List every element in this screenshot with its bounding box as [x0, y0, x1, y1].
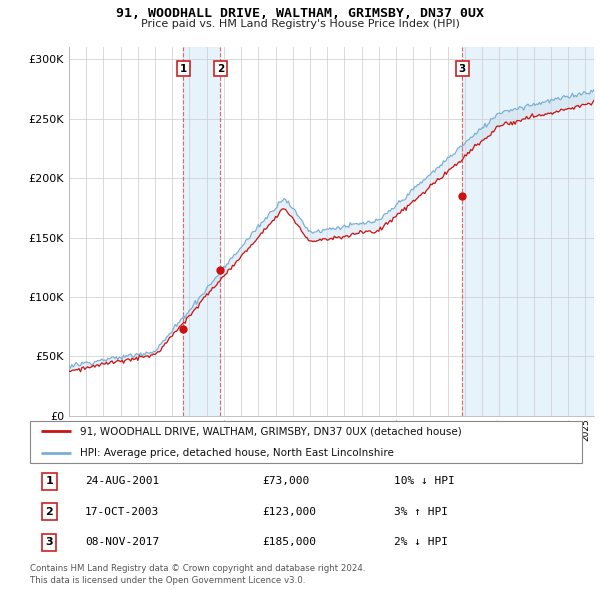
- Bar: [463, 47, 594, 416]
- Text: 91, WOODHALL DRIVE, WALTHAM, GRIMSBY, DN37 0UX (detached house): 91, WOODHALL DRIVE, WALTHAM, GRIMSBY, DN…: [80, 427, 461, 436]
- Text: 1: 1: [46, 476, 53, 486]
- FancyBboxPatch shape: [30, 421, 582, 463]
- Text: 3: 3: [458, 64, 466, 74]
- Text: Contains HM Land Registry data © Crown copyright and database right 2024.
This d: Contains HM Land Registry data © Crown c…: [30, 565, 365, 585]
- Text: £185,000: £185,000: [262, 537, 316, 548]
- Text: £73,000: £73,000: [262, 476, 309, 486]
- Text: 3% ↑ HPI: 3% ↑ HPI: [394, 507, 448, 517]
- Text: 2: 2: [46, 507, 53, 517]
- Text: 17-OCT-2003: 17-OCT-2003: [85, 507, 160, 517]
- Text: HPI: Average price, detached house, North East Lincolnshire: HPI: Average price, detached house, Nort…: [80, 448, 394, 457]
- Text: 10% ↓ HPI: 10% ↓ HPI: [394, 476, 455, 486]
- Text: 1: 1: [180, 64, 187, 74]
- Text: £123,000: £123,000: [262, 507, 316, 517]
- Text: 3: 3: [46, 537, 53, 548]
- Text: 2: 2: [217, 64, 224, 74]
- Text: Price paid vs. HM Land Registry's House Price Index (HPI): Price paid vs. HM Land Registry's House …: [140, 19, 460, 29]
- Text: 2% ↓ HPI: 2% ↓ HPI: [394, 537, 448, 548]
- Text: 24-AUG-2001: 24-AUG-2001: [85, 476, 160, 486]
- Bar: [184, 47, 220, 416]
- Text: 08-NOV-2017: 08-NOV-2017: [85, 537, 160, 548]
- Text: 91, WOODHALL DRIVE, WALTHAM, GRIMSBY, DN37 0UX: 91, WOODHALL DRIVE, WALTHAM, GRIMSBY, DN…: [116, 7, 484, 20]
